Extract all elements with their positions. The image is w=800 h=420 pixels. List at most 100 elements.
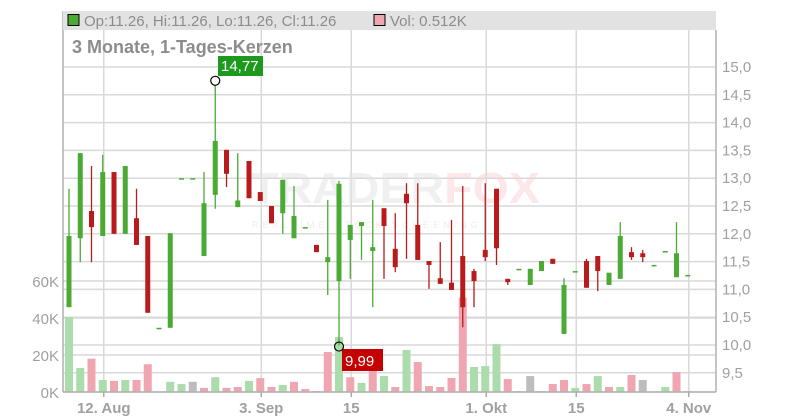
candle-body <box>392 248 398 268</box>
candle-body <box>370 247 376 252</box>
volume-bar <box>245 380 253 392</box>
candle-body <box>437 278 443 284</box>
chart-title: 3 Monate, 1-Tages-Kerzen <box>72 37 293 57</box>
high-marker-icon <box>210 75 221 86</box>
volume-bar <box>256 378 265 392</box>
candle-body <box>584 261 589 288</box>
candle-body <box>156 327 162 330</box>
price-tick-label: 13,0 <box>722 170 751 187</box>
high-label-bg <box>218 56 263 76</box>
candle-body <box>347 224 353 240</box>
volume-bar <box>211 377 220 392</box>
candle-body <box>426 261 432 265</box>
volume-bar <box>290 381 298 392</box>
candle-body <box>381 208 387 227</box>
volume-bar <box>470 367 478 392</box>
candle-body <box>179 178 184 180</box>
volume-bar <box>200 387 208 392</box>
ohlc-readout: Op:11.26, Hi:11.26, Lo:11.26, Cl:11.26 <box>84 13 336 30</box>
volume-bar <box>593 376 602 392</box>
candle-body <box>246 160 252 199</box>
volume-bar <box>571 387 580 392</box>
candle-body <box>674 253 679 278</box>
candle-body <box>269 206 274 224</box>
candle-body <box>134 218 139 245</box>
candle-body <box>595 256 601 272</box>
volume-bar <box>548 384 557 392</box>
price-tick-label: 10,5 <box>722 309 751 326</box>
volume-bar <box>582 384 591 392</box>
candle-body <box>280 179 286 214</box>
volume-bar <box>357 382 366 392</box>
candle-body <box>404 193 409 204</box>
date-tick-label: 15 <box>343 400 360 417</box>
volume-bar <box>661 387 670 392</box>
price-tick-label: 11,0 <box>722 281 750 298</box>
candle-body <box>224 149 229 174</box>
price-tick-label: 9,5 <box>722 365 743 382</box>
volume-bar <box>110 380 118 392</box>
header-bar <box>63 11 716 30</box>
candle-body <box>257 192 263 201</box>
volume-bar <box>166 381 175 392</box>
volume-bar <box>413 362 422 392</box>
volume-tick-label: 40K <box>32 311 59 328</box>
candle-body <box>291 216 297 239</box>
watermark-tagline: REALTIME STOCK SCREENING <box>252 220 482 230</box>
extreme-markers: 14,77 9,99 <box>210 56 383 371</box>
volume-bars <box>65 297 692 393</box>
price-tick-label: 12,5 <box>722 198 751 215</box>
up-swatch-icon <box>67 14 80 26</box>
candle-body <box>359 222 364 227</box>
candle-body <box>122 165 128 234</box>
volume-bar <box>391 387 400 392</box>
candle-body <box>66 236 72 308</box>
candle-body <box>100 172 106 237</box>
candle-body <box>527 268 533 285</box>
volume-bar <box>323 352 332 392</box>
volume-bar <box>132 379 141 392</box>
candle-body <box>516 268 522 271</box>
volume-bar <box>458 297 467 392</box>
date-tick-label: 15 <box>568 400 585 417</box>
candle-body <box>201 203 207 257</box>
volume-bar <box>188 381 197 392</box>
date-tick-label: 3. Sep <box>239 400 283 417</box>
candle-body <box>550 258 556 264</box>
price-tick-label: 14,0 <box>722 115 751 132</box>
volume-bar <box>638 379 647 392</box>
candle-body <box>617 236 623 279</box>
volume-bar <box>503 379 512 392</box>
candle-body <box>449 282 454 290</box>
candle-body <box>325 257 331 263</box>
volume-bar <box>267 387 276 392</box>
candle-body <box>539 261 544 272</box>
volume-bar <box>492 344 501 392</box>
volume-bar <box>335 337 343 392</box>
price-tick-label: 14,5 <box>722 87 751 104</box>
volume-bar <box>121 379 130 392</box>
date-tick-label: 4. Nov <box>666 400 712 417</box>
volume-tick-label: 0K <box>41 385 59 402</box>
volume-bar <box>481 366 490 392</box>
price-tick-label: 12,0 <box>722 226 751 243</box>
volume-bar <box>301 389 310 392</box>
candle-body <box>685 274 691 277</box>
candle-body <box>662 251 668 253</box>
volume-bar <box>627 374 636 392</box>
candle-body <box>505 278 511 283</box>
candles <box>66 79 691 346</box>
volume-bar <box>233 387 242 392</box>
volume-bar <box>436 387 445 392</box>
candle-body <box>640 253 646 258</box>
candle-body <box>314 244 319 253</box>
volume-bar <box>616 387 625 392</box>
volume-bar <box>177 384 186 392</box>
price-tick-label: 10,0 <box>722 337 751 354</box>
candle-body <box>336 183 342 282</box>
price-tick-label: 11,5 <box>722 254 750 271</box>
low-label-bg <box>342 349 383 371</box>
volume-bar <box>380 376 388 392</box>
date-tick-label: 1. Okt <box>465 400 507 417</box>
